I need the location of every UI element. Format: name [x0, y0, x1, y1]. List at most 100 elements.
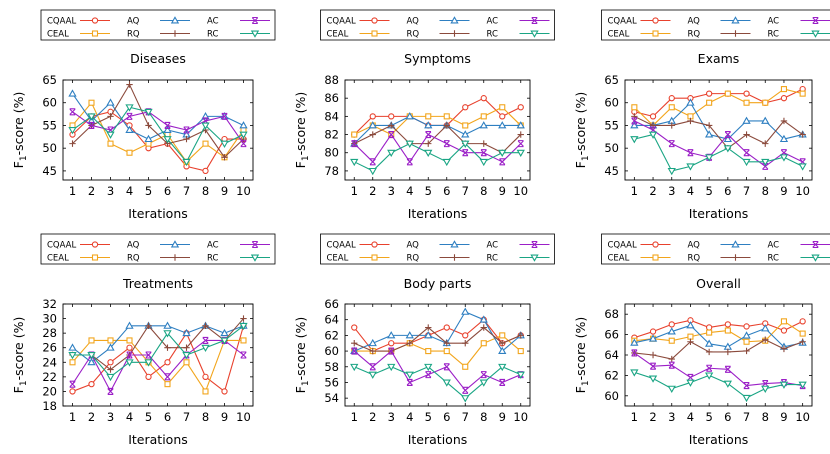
- data-point: [631, 117, 638, 125]
- data-point: [182, 352, 191, 360]
- data-point: [743, 347, 750, 355]
- data-point: [220, 140, 229, 148]
- y-tick-label: 50: [604, 141, 619, 155]
- x-tick-label: 1: [631, 184, 638, 198]
- legend-marker: [91, 30, 99, 37]
- legend-item-ceal: CEAL: [47, 254, 110, 264]
- data-point: [667, 385, 676, 393]
- legend-label: AQ: [127, 17, 140, 27]
- data-point: [387, 331, 396, 339]
- y-tick-label: 45: [604, 164, 619, 178]
- data-point: [406, 340, 413, 347]
- data-point: [240, 140, 247, 148]
- data-point: [107, 126, 114, 134]
- series-line: [354, 124, 522, 154]
- x-tick-label: 4: [126, 410, 133, 424]
- data-point: [202, 117, 209, 125]
- data-point: [630, 136, 639, 144]
- series-line: [634, 352, 803, 387]
- data-point: [780, 86, 788, 93]
- data-point: [239, 131, 248, 139]
- data-point: [706, 324, 713, 331]
- y-axis-label: F1-score (%): [573, 317, 591, 394]
- x-axis: 1 2 3 4 5 6 7 8 9 10: [351, 80, 528, 198]
- legend-marker: [731, 240, 740, 248]
- data-point: [686, 98, 695, 106]
- legend-label: AQ: [688, 241, 701, 251]
- legend-label: CEAL: [47, 30, 69, 40]
- data-point: [779, 154, 789, 162]
- y-axis-label: F1-score (%): [293, 92, 311, 169]
- legend-label: CEAL: [608, 30, 630, 40]
- data-point: [125, 104, 134, 112]
- data-point: [498, 121, 507, 129]
- data-point: [724, 327, 731, 334]
- y-tick-label: 78: [324, 164, 339, 178]
- series-ac: [69, 108, 247, 148]
- data-point: [69, 388, 76, 395]
- series-ceal: [631, 318, 806, 345]
- series-line: [72, 106, 244, 163]
- data-point: [762, 380, 769, 388]
- legend-item-rq: RQ: [127, 254, 190, 264]
- data-point: [461, 307, 470, 315]
- legend-label: RQ: [407, 254, 420, 264]
- data-point: [443, 324, 450, 331]
- x-tick-label: 10: [795, 184, 810, 198]
- legend-marker: [450, 240, 459, 248]
- legend-marker: [811, 30, 820, 38]
- data-point: [780, 318, 788, 325]
- legend-marker: [450, 16, 459, 24]
- data-point: [480, 324, 487, 331]
- data-point: [240, 351, 247, 359]
- x-tick-label: 6: [164, 410, 171, 424]
- legend-item-ceal: CEAL: [608, 30, 671, 40]
- series-line: [354, 326, 521, 352]
- data-point: [88, 121, 95, 130]
- legend-marker: [732, 254, 739, 261]
- data-point: [742, 116, 751, 124]
- y-tick-label: 64: [604, 348, 619, 362]
- legend-item-rq: RQ: [127, 30, 190, 40]
- x-tick-label: 10: [236, 410, 251, 424]
- series-line: [634, 88, 803, 117]
- data-point: [630, 369, 639, 377]
- data-point: [686, 321, 695, 329]
- data-point: [369, 347, 376, 355]
- data-point: [425, 140, 432, 147]
- data-point: [369, 363, 376, 371]
- data-point: [650, 362, 657, 370]
- y-tick-label: 45: [42, 164, 57, 178]
- data-point: [125, 359, 134, 367]
- data-point: [350, 158, 359, 167]
- data-point: [799, 90, 806, 97]
- x-tick-label: 6: [443, 410, 450, 424]
- x-tick-label: 1: [351, 184, 358, 198]
- y-axis: 45 50 55 60 65: [42, 73, 253, 178]
- data-point: [425, 130, 432, 139]
- data-point: [761, 324, 770, 332]
- y-tick-label: 68: [604, 307, 619, 321]
- data-point: [668, 140, 675, 148]
- data-point: [221, 388, 228, 395]
- data-point: [126, 337, 133, 344]
- legend-item-ac: AC: [768, 241, 830, 251]
- data-point: [668, 337, 675, 344]
- series-rq: [69, 315, 247, 373]
- legend-marker: [811, 254, 820, 262]
- data-point: [87, 352, 96, 360]
- legend-item-rq: RQ: [407, 254, 470, 264]
- data-point: [648, 334, 658, 342]
- legend-marker: [652, 254, 659, 261]
- y-tick-label: 80: [324, 146, 339, 160]
- data-point: [686, 379, 695, 387]
- data-point: [687, 149, 694, 157]
- legend-item-cqaal: CQAAL: [327, 17, 390, 27]
- data-point: [667, 167, 676, 176]
- series-rc: [68, 322, 248, 382]
- legend-label: RQ: [407, 30, 420, 40]
- data-point: [221, 154, 228, 161]
- data-point: [68, 89, 77, 97]
